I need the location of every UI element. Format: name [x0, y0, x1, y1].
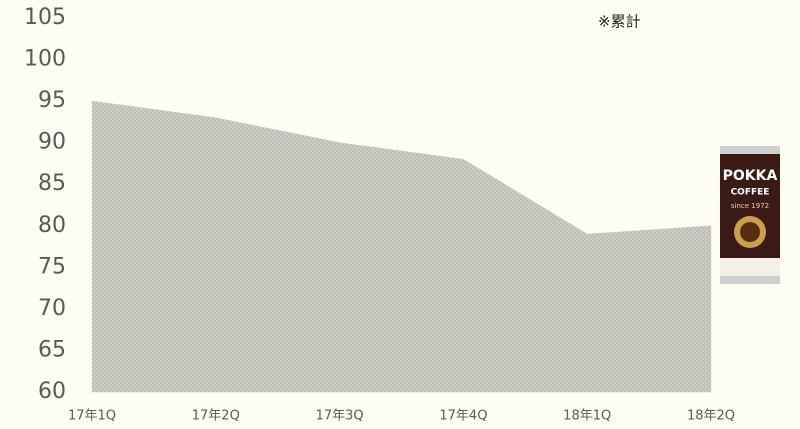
y-tick-label: 85: [38, 171, 66, 196]
y-tick-label: 70: [38, 296, 66, 321]
product-can: POKKA COFFEE since 1972: [720, 146, 780, 284]
annotation: ※累計: [598, 13, 641, 31]
y-tick-label: 105: [24, 5, 66, 30]
y-tick-label: 75: [38, 254, 66, 279]
x-tick-label: 18年2Q: [687, 409, 735, 424]
y-tick-label: 80: [38, 213, 66, 238]
x-tick-label: 17年1Q: [68, 409, 116, 424]
y-tick-label: 100: [24, 47, 66, 72]
x-tick-label: 17年4Q: [439, 409, 487, 424]
y-tick-label: 65: [38, 337, 66, 362]
y-tick-label: 95: [38, 88, 66, 113]
area: [91, 100, 712, 393]
product-text: COFFEE: [731, 188, 770, 198]
x-tick-label: 18年1Q: [563, 409, 611, 424]
x-tick-label: 17年2Q: [192, 409, 240, 424]
x-tick-label: 17年3Q: [316, 409, 364, 424]
y-tick-label: 60: [38, 379, 66, 404]
product-text: since 1972: [731, 202, 769, 210]
y-tick-label: 90: [38, 130, 66, 155]
product-text: POKKA: [723, 168, 778, 184]
